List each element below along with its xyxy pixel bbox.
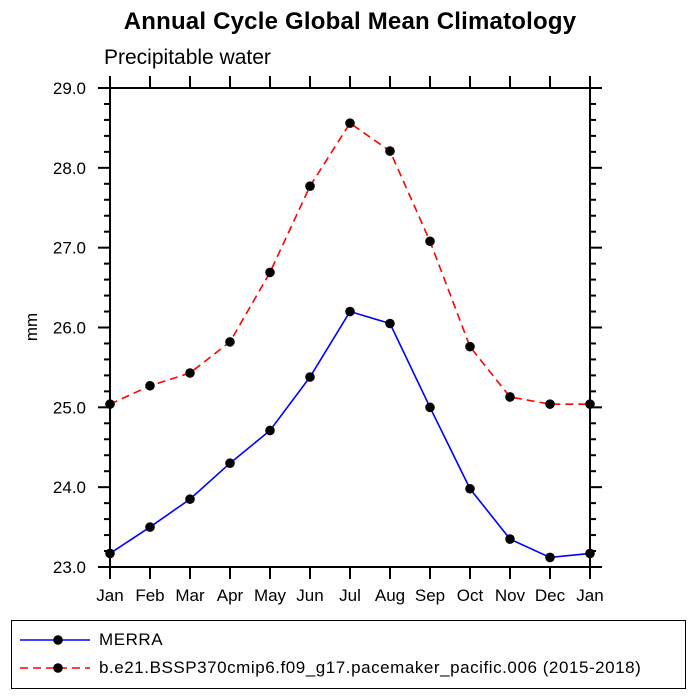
data-point-marker bbox=[545, 552, 555, 563]
data-point-marker bbox=[305, 181, 315, 191]
data-point-marker bbox=[585, 399, 595, 409]
x-tick-label: Jul bbox=[339, 586, 361, 605]
data-point-marker bbox=[385, 318, 395, 329]
data-point-marker bbox=[105, 548, 115, 559]
x-tick-label: Oct bbox=[457, 586, 484, 605]
data-point-marker bbox=[505, 534, 515, 544]
x-tick-label: Jan bbox=[96, 586, 123, 605]
x-tick-label: Jun bbox=[296, 586, 323, 605]
data-point-marker bbox=[345, 118, 355, 128]
legend-entry-model: b.e21.BSSP370cmip6.f09_g17.pacemaker_pac… bbox=[12, 654, 685, 682]
data-point-marker bbox=[465, 341, 475, 352]
chart-title: Annual Cycle Global Mean Climatology bbox=[123, 8, 577, 35]
x-tick-label: Jan bbox=[576, 586, 603, 605]
data-point-marker bbox=[145, 380, 155, 391]
data-point-marker bbox=[225, 337, 235, 347]
legend-entry-merra: MERRA bbox=[12, 626, 685, 654]
series-line-1 bbox=[109, 121, 590, 405]
y-tick-label: 28.0 bbox=[53, 159, 86, 178]
data-point-marker bbox=[265, 267, 275, 278]
x-tick-label: Nov bbox=[495, 586, 526, 605]
x-tick-label: Dec bbox=[535, 586, 566, 605]
data-point-marker bbox=[385, 146, 395, 156]
legend: MERRA b.e21.BSSP370cmip6.f09_g17.pacemak… bbox=[11, 620, 686, 689]
y-tick-label: 25.0 bbox=[53, 398, 86, 417]
data-point-marker bbox=[145, 522, 155, 532]
data-point-marker bbox=[225, 458, 235, 469]
chart-subtitle: Precipitable water bbox=[104, 46, 271, 69]
data-point-marker bbox=[345, 306, 355, 317]
data-point-marker bbox=[505, 392, 515, 402]
x-tick-label: May bbox=[254, 586, 287, 605]
series-line-0 bbox=[109, 310, 591, 559]
y-tick-label: 29.0 bbox=[53, 79, 86, 98]
data-point-marker bbox=[545, 399, 555, 409]
x-tick-label: Aug bbox=[375, 586, 405, 605]
legend-label-merra: MERRA bbox=[99, 630, 164, 649]
merra-line-icon bbox=[20, 635, 90, 645]
x-tick-label: Sep bbox=[415, 586, 445, 605]
data-point-marker bbox=[585, 548, 595, 559]
x-tick-label: Apr bbox=[217, 586, 244, 605]
y-tick-label: 23.0 bbox=[53, 558, 86, 577]
y-tick-label: 26.0 bbox=[53, 319, 86, 338]
y-tick-label: 27.0 bbox=[53, 239, 86, 258]
data-point-marker bbox=[185, 494, 195, 504]
data-point-marker bbox=[465, 483, 475, 494]
model-line-icon bbox=[20, 663, 90, 673]
data-point-marker bbox=[425, 402, 435, 413]
data-point-marker bbox=[105, 399, 115, 409]
x-tick-label: Mar bbox=[175, 586, 205, 605]
y-tick-label: 24.0 bbox=[53, 478, 86, 497]
legend-label-model: b.e21.BSSP370cmip6.f09_g17.pacemaker_pac… bbox=[99, 658, 642, 677]
x-tick-label: Feb bbox=[135, 586, 164, 605]
data-point-marker bbox=[425, 236, 435, 247]
data-point-marker bbox=[185, 368, 195, 378]
data-point-marker bbox=[305, 372, 315, 382]
data-point-marker bbox=[265, 425, 275, 436]
